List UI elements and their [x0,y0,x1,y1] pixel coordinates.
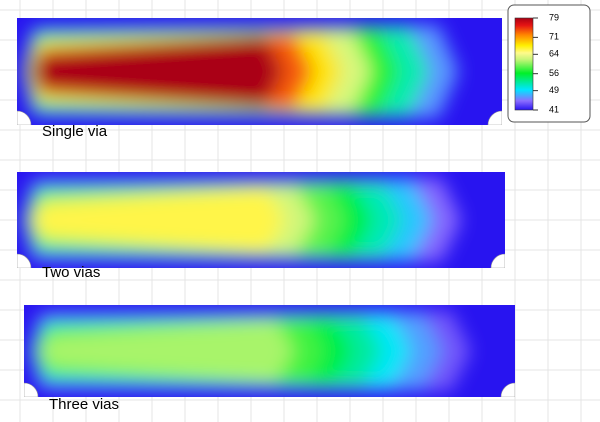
colorbar-tick-label: 71 [549,32,559,42]
colorbar-tick-label: 49 [549,85,559,95]
colorbar [514,17,534,111]
colorbar-tick-label: 64 [549,49,559,59]
colorbar-tick-label: 56 [549,68,559,78]
hot-core [31,34,284,109]
panel-label: Two vias [42,264,100,281]
heatmap-panel [17,18,502,125]
heatmap-panel [17,172,505,268]
colorbar-tick-label: 79 [549,12,559,22]
hot-core [38,318,295,384]
panel-label: Single via [42,123,108,140]
heatmap-panel [24,305,515,397]
colorbar-tick-label: 41 [549,104,559,114]
hot-core [31,186,286,254]
panel-label: Three vias [49,396,119,413]
